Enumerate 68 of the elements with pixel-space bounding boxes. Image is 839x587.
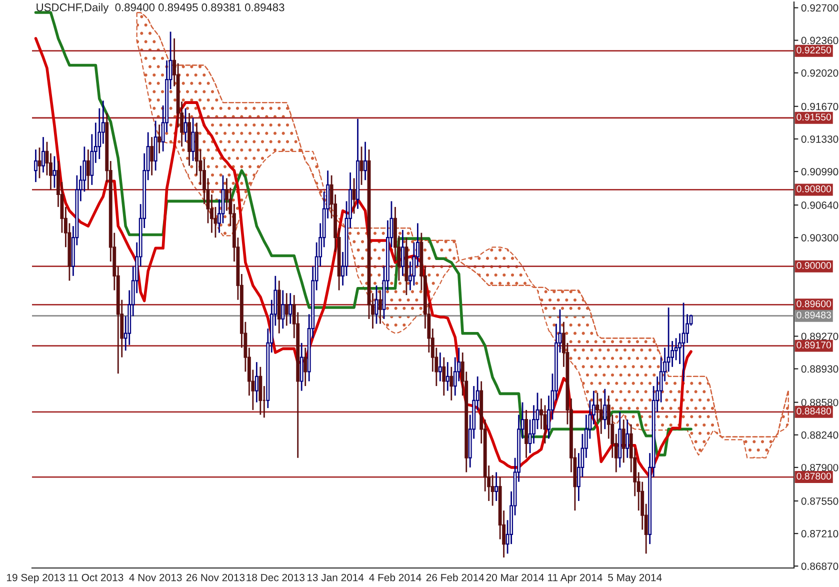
candlestick: [52, 155, 56, 188]
y-tick-label: 0.88240: [801, 431, 838, 439]
x-tick-label: 5 May 2014: [608, 574, 662, 584]
ref-line-label: 0.88480: [796, 408, 832, 415]
ref-line-label: 0.89600: [796, 300, 832, 308]
candlestick: [42, 136, 45, 174]
candlestick: [682, 302, 686, 382]
y-tick-label: 0.92700: [801, 4, 838, 12]
candlestick: [300, 342, 304, 392]
y-tick-label: 0.91670: [801, 102, 838, 110]
ref-line-label: 0.92250: [796, 46, 832, 54]
y-tick-label: 0.90640: [801, 202, 838, 209]
candlestick: [304, 347, 308, 387]
y-tick-label: 0.90300: [801, 234, 838, 242]
candlestick: [34, 148, 38, 183]
y-tick-label: 0.91330: [801, 135, 838, 143]
x-tick-label: 4 Nov 2013: [129, 574, 182, 582]
candlestick: [288, 292, 292, 324]
candlestick: [284, 292, 288, 326]
y-tick-label: 0.88930: [801, 365, 838, 373]
y-tick-label: 0.92020: [801, 69, 838, 77]
y-tick-label: 0.87900: [801, 464, 838, 472]
candlestick: [364, 141, 367, 181]
candlestick: [158, 124, 162, 154]
y-tick-label: 0.89270: [801, 332, 838, 340]
candlestick: [254, 361, 258, 404]
candlestick: [150, 136, 154, 176]
candlestick: [603, 388, 607, 430]
y-tick-label: 0.88580: [801, 398, 838, 406]
candlestick: [191, 117, 195, 162]
ref-line-label: 0.90000: [796, 262, 832, 269]
x-tick-label: 18 Dec 2013: [246, 574, 304, 582]
x-tick-label: 26 Nov 2013: [186, 574, 245, 582]
y-tick-label: 0.92360: [801, 36, 838, 44]
ref-line-label: 0.91550: [796, 114, 832, 120]
ref-line-label: 0.90800: [796, 185, 832, 192]
candlestick: [524, 409, 528, 459]
ref-line-label: 0.89483: [796, 312, 831, 318]
ref-line-label: 0.89170: [796, 342, 832, 348]
x-tick-label: 26 Feb 2014: [426, 574, 484, 582]
x-tick-label: 19 Sep 2013: [7, 574, 65, 584]
candlestick: [622, 418, 626, 464]
candlestick: [400, 229, 404, 277]
candlestick: [281, 290, 285, 330]
x-tick-label: 11 Oct 2013: [68, 574, 124, 582]
chart-title: USDCHF,Daily 0.89400 0.89495 0.89381 0.89483: [36, 3, 284, 14]
candlestick: [352, 178, 356, 214]
y-tick-label: 0.86870: [801, 562, 838, 570]
x-tick-label: 13 Jan 2014: [307, 574, 364, 582]
y-tick-label: 0.87210: [801, 530, 838, 538]
x-tick-label: 11 Apr 2014: [548, 574, 602, 584]
candlestick: [450, 366, 454, 402]
x-tick-label: 4 Feb 2014: [369, 574, 422, 582]
y-tick-label: 0.90990: [801, 168, 838, 176]
candlestick: [494, 472, 498, 502]
candlestick: [38, 146, 42, 179]
ref-line-label: 0.87800: [796, 472, 832, 480]
candlestick: [86, 148, 90, 190]
candlestick: [626, 418, 630, 459]
candlestick: [378, 290, 382, 324]
candlestick: [184, 108, 188, 143]
candlestick: [154, 120, 158, 172]
candlestick: [438, 352, 442, 382]
candlestick: [446, 361, 450, 392]
candlestick: [442, 356, 446, 396]
x-tick-label: 20 Mar 2014: [486, 574, 544, 582]
candlestick: [258, 366, 262, 416]
y-tick-label: 0.87550: [801, 497, 838, 505]
